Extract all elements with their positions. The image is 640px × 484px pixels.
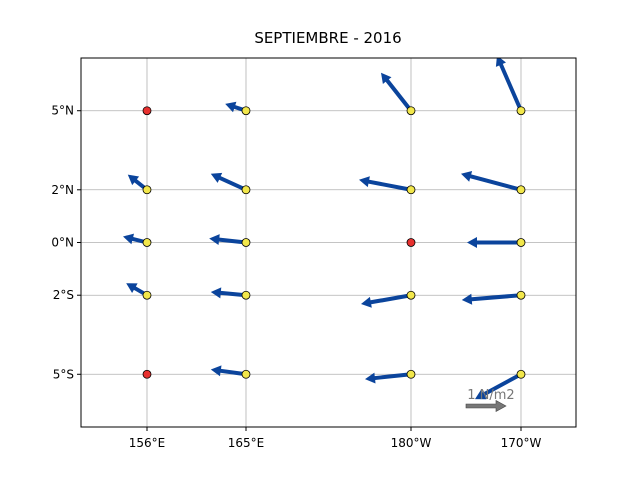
wind-arrow <box>210 172 247 192</box>
station-point <box>516 369 526 379</box>
station-point <box>241 290 251 300</box>
wind-arrow <box>461 293 522 305</box>
plot-area <box>81 58 576 427</box>
wind-arrow <box>209 234 247 245</box>
station-point <box>516 185 526 195</box>
station-point <box>142 290 152 300</box>
station-point <box>406 185 416 195</box>
wind-arrow <box>359 176 412 192</box>
y-tick-label: 2°S <box>53 288 74 302</box>
wind-arrow <box>495 58 523 112</box>
station-point <box>142 185 152 195</box>
station-point <box>241 185 251 195</box>
chart-title: SEPTIEMBRE - 2016 <box>254 29 401 47</box>
wind-arrow <box>365 372 412 384</box>
wind-arrow <box>127 174 149 192</box>
x-tick-label: 170°W <box>501 436 542 450</box>
station-point <box>241 106 251 116</box>
wind-arrow <box>361 293 412 308</box>
station-point <box>406 106 416 116</box>
wind-arrow <box>381 72 413 112</box>
wind-arrow <box>467 237 521 248</box>
station-point <box>241 369 251 379</box>
x-tick-label: 180°W <box>391 436 432 450</box>
station-point <box>142 106 152 116</box>
station-point <box>142 238 152 247</box>
y-tick-label: 2°N <box>51 183 74 197</box>
key-label: 1 N/m2 <box>467 388 514 403</box>
x-tick-label: 165°E <box>228 436 265 450</box>
station-point <box>516 106 526 116</box>
station-point <box>142 369 152 379</box>
wind-arrow <box>225 101 247 113</box>
key-arrow <box>465 399 507 413</box>
station-point <box>516 290 526 300</box>
x-tick-label: 156°E <box>129 436 166 450</box>
station-point <box>406 290 416 300</box>
wind-arrow <box>210 287 247 299</box>
y-tick-label: 5°S <box>53 367 74 381</box>
wind-arrow <box>461 171 522 192</box>
y-tick-label: 5°N <box>51 104 74 118</box>
station-point <box>406 238 416 247</box>
wind-arrow <box>475 372 522 400</box>
station-point <box>241 238 251 247</box>
station-point <box>406 369 416 379</box>
station-point <box>516 238 526 247</box>
wind-arrow <box>123 233 148 245</box>
y-tick-label: 0°N <box>51 236 74 250</box>
wind-arrow <box>126 283 148 297</box>
wind-arrow <box>210 365 247 377</box>
